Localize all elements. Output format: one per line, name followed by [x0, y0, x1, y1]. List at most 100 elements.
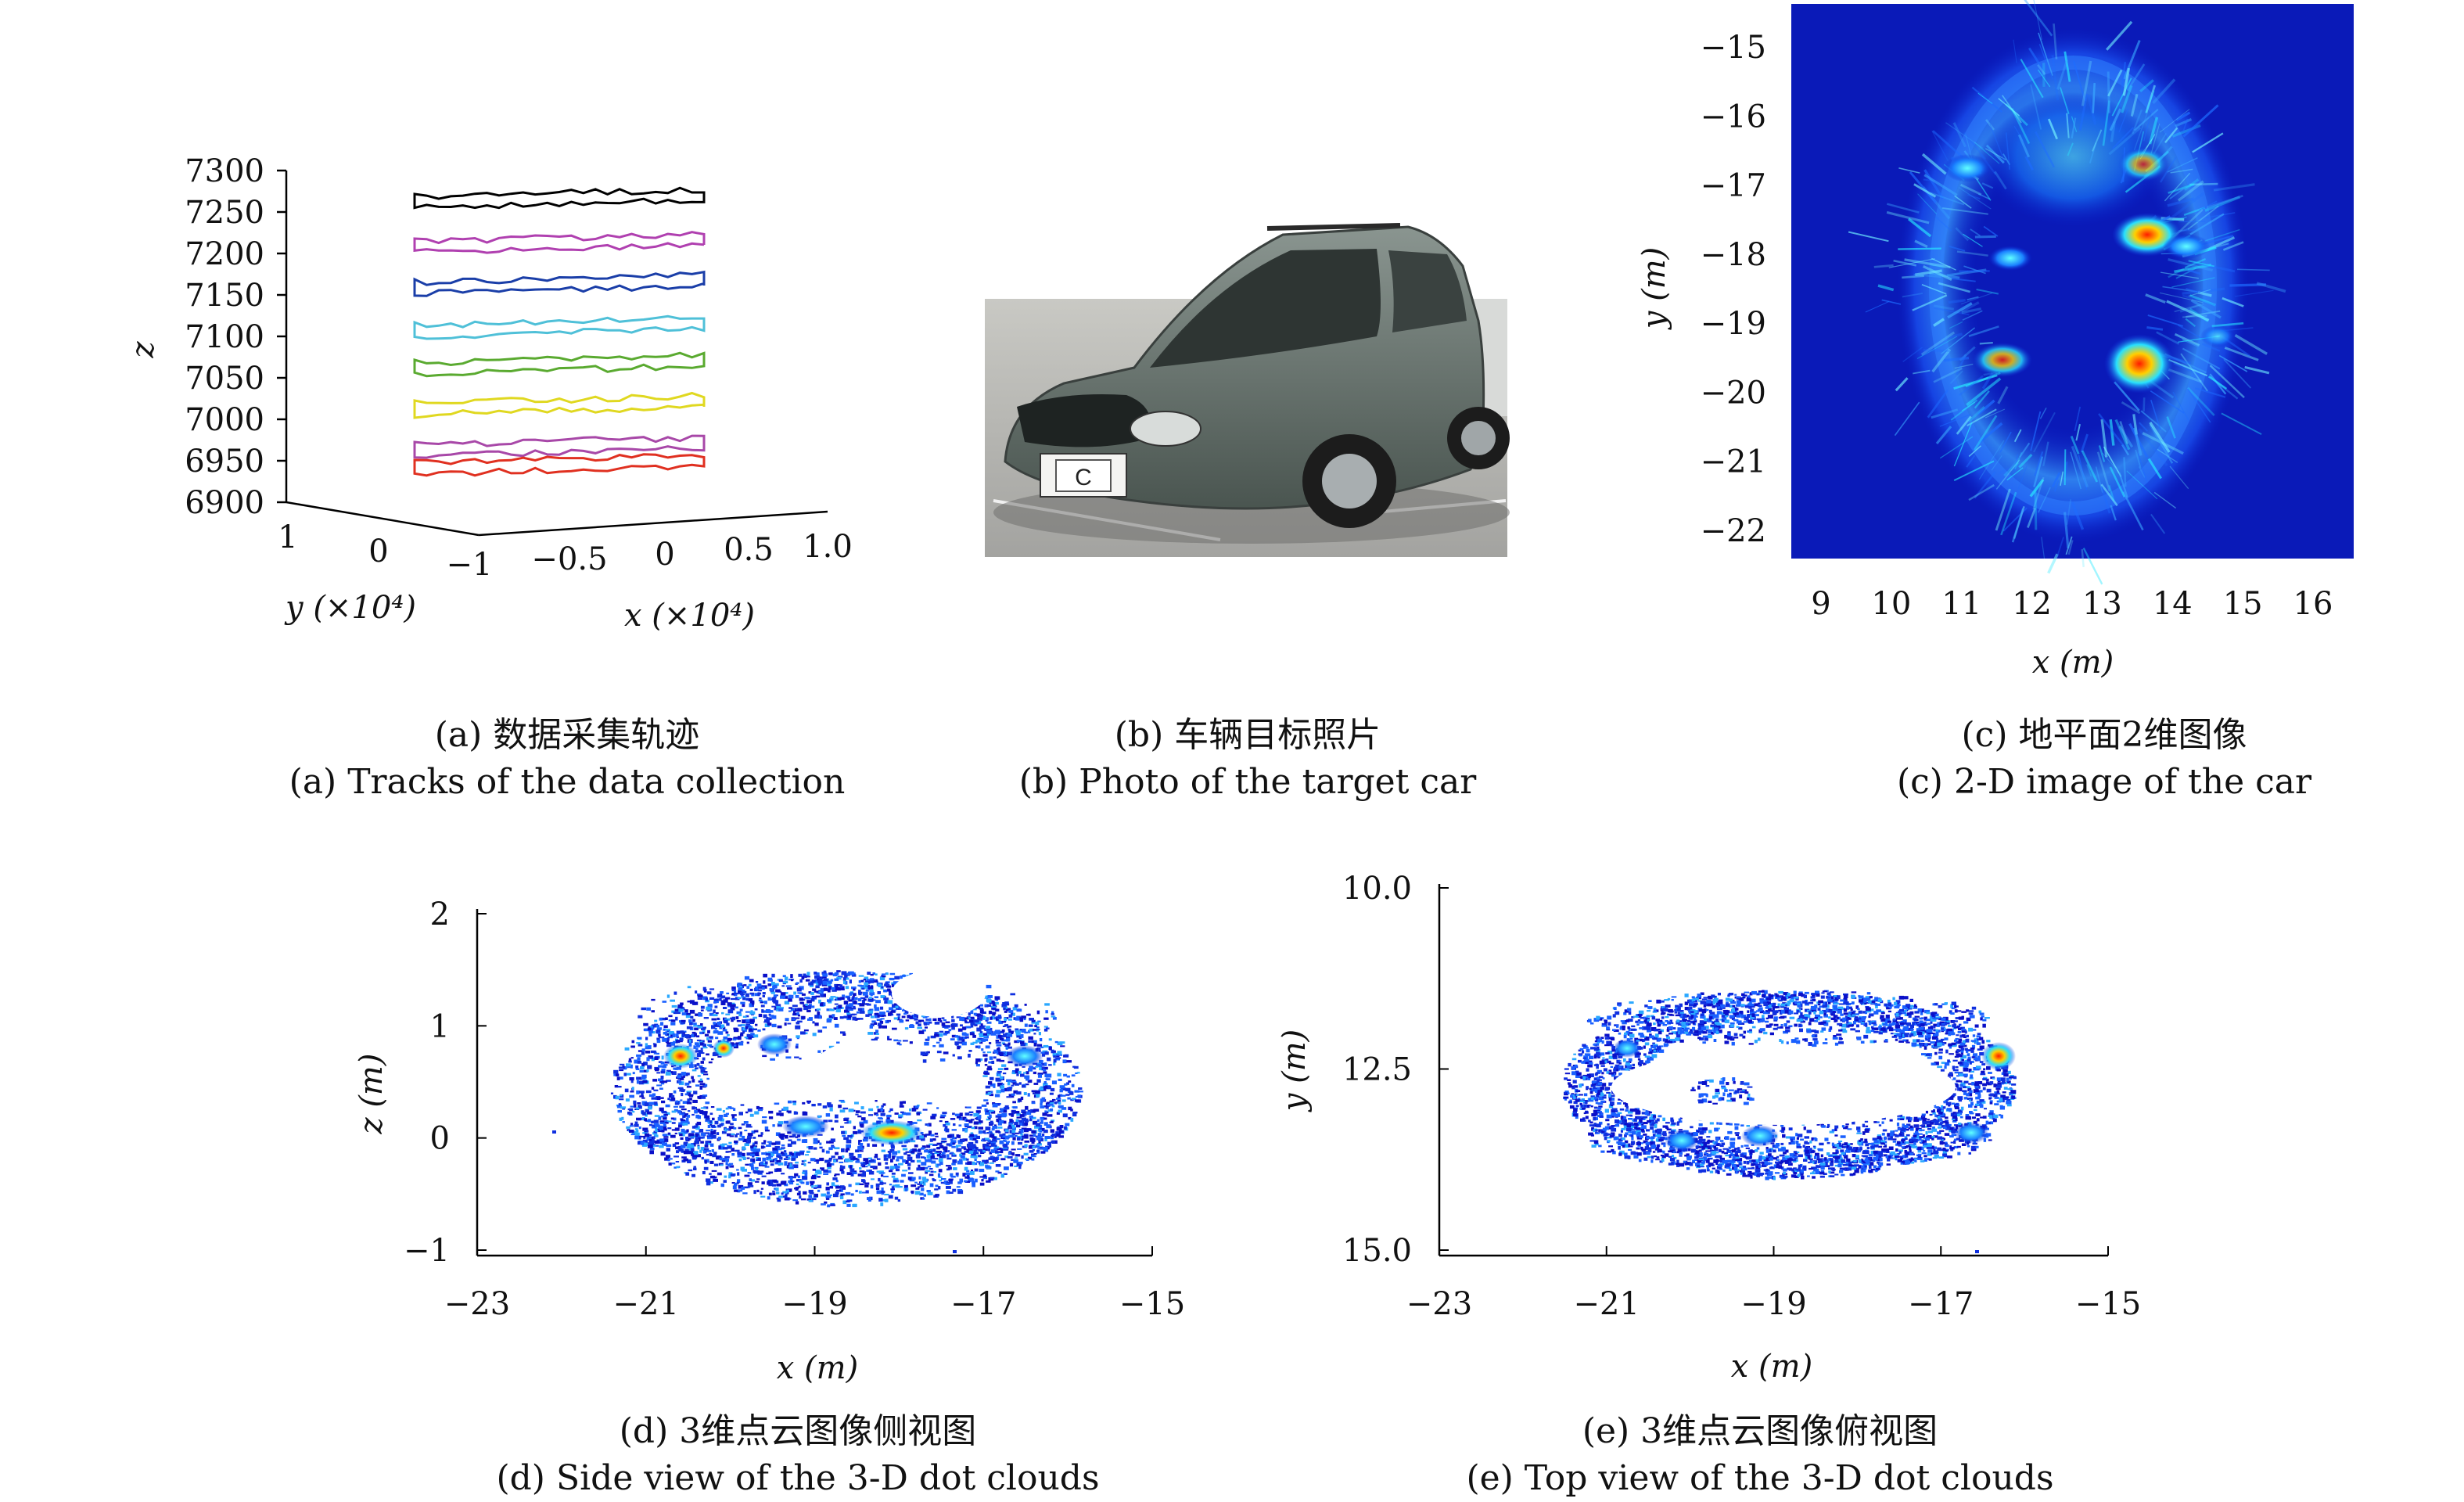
cloud-point [637, 1102, 641, 1105]
cloud-point [891, 1011, 896, 1013]
cloud-point [767, 1181, 770, 1185]
cloud-point [636, 1108, 639, 1110]
cloud-point [709, 997, 714, 1000]
cloud-point [986, 1165, 990, 1168]
cloud-point [892, 1151, 897, 1155]
cloud-point [977, 1107, 982, 1109]
cloud-point [739, 1159, 742, 1161]
cloud-point [811, 1198, 816, 1200]
cloud-point [738, 1013, 742, 1016]
cloud-point [974, 1121, 979, 1124]
y-tick-label: −17 [1701, 168, 1766, 204]
cloud-point [836, 1009, 841, 1012]
cloud-point [817, 1029, 822, 1033]
cloud-point [643, 1023, 648, 1026]
cloud-point [771, 974, 774, 978]
cloud-point [1744, 992, 1750, 994]
cloud-point [986, 1102, 989, 1105]
cloud-point [1041, 1151, 1046, 1153]
x-tick-label: 0.5 [724, 532, 774, 568]
cloud-point [996, 1138, 1000, 1140]
cloud-point [890, 1159, 893, 1162]
image-streak [1975, 236, 1996, 237]
cloud-point [1011, 1152, 1015, 1155]
cloud-point [711, 1058, 713, 1060]
cloud-point [985, 1147, 990, 1149]
cloud-point [717, 1018, 720, 1020]
cloud-point [1056, 1057, 1061, 1058]
cloud-point [1046, 1078, 1051, 1080]
y-tick-label: 10.0 [1342, 871, 1412, 907]
cloud-point [1033, 1110, 1036, 1112]
cloud-point [680, 1003, 684, 1005]
cloud-point [846, 1192, 851, 1195]
cloud-point [854, 1101, 859, 1104]
cloud-point [859, 980, 861, 983]
cloud-point [876, 1033, 879, 1035]
cloud-point [679, 1105, 684, 1108]
cloud-point [784, 1150, 786, 1152]
cloud-point [693, 1025, 698, 1027]
cloud-point [821, 1203, 826, 1206]
cloud-point [998, 1068, 1004, 1070]
cloud-point [681, 1020, 685, 1022]
cloud-point [986, 1111, 990, 1112]
cloud-point [668, 1015, 672, 1018]
cloud-point [852, 1014, 857, 1015]
cloud-point [775, 990, 781, 993]
x-tick-label: 1.0 [803, 529, 853, 565]
cloud-point [1008, 1031, 1014, 1033]
track-line [415, 232, 704, 253]
cloud-point [939, 1031, 944, 1033]
cloud-point [1037, 1136, 1043, 1138]
cloud-point [986, 999, 991, 1003]
panel-e-top-view: 10.012.515.0 −23−21−19−17−15 x (m) y (m) [1277, 871, 2141, 1385]
x-tick-label: 13 [2082, 586, 2122, 622]
cloud-point [738, 1042, 743, 1046]
x-tick-label: −23 [1406, 1286, 1472, 1322]
cloud-point [766, 1173, 770, 1174]
cloud-point [961, 1155, 965, 1159]
cloud-point [666, 1105, 670, 1108]
cloud-point [997, 1058, 1001, 1062]
cloud-point [765, 1166, 770, 1167]
cloud-point [735, 1134, 738, 1137]
cloud-point [875, 1029, 878, 1032]
cloud-point [898, 1199, 900, 1202]
cloud-point [1052, 1080, 1057, 1084]
cloud-point [835, 1120, 839, 1123]
cloud-point [993, 1056, 997, 1058]
cloud-point [758, 990, 762, 992]
cloud-point [864, 999, 867, 1001]
cloud-point [995, 1130, 1000, 1134]
cloud-point [655, 1115, 660, 1117]
cloud-point [768, 978, 773, 982]
cloud-point [796, 1035, 799, 1038]
cloud-point [935, 1133, 938, 1135]
cloud-point [1044, 1026, 1048, 1027]
cloud-point [742, 1004, 745, 1007]
cloud-point [995, 1002, 999, 1004]
cloud-point [652, 1010, 656, 1012]
cloud-point [765, 1126, 769, 1130]
cloud-point [811, 1185, 814, 1188]
cloud-point [724, 1114, 727, 1117]
cloud-point [832, 1177, 837, 1180]
cloud-point [939, 1180, 943, 1181]
cloud-point [723, 1110, 725, 1112]
cloud-point [826, 1151, 830, 1154]
cloud-point [964, 1020, 968, 1022]
cloud-point [1000, 1158, 1005, 1160]
cloud-point [659, 1145, 663, 1148]
cloud-point [756, 981, 758, 983]
cloud-point [822, 1026, 827, 1028]
cloud-point [733, 1127, 736, 1130]
cloud-point [767, 1141, 772, 1143]
cloud-point [705, 1116, 710, 1119]
cloud-point [734, 1183, 737, 1186]
cloud-point [855, 1160, 860, 1162]
cloud-point [705, 1101, 709, 1104]
cloud-point [824, 979, 828, 981]
cloud-point [1820, 1176, 1825, 1178]
cloud-point [781, 985, 785, 986]
